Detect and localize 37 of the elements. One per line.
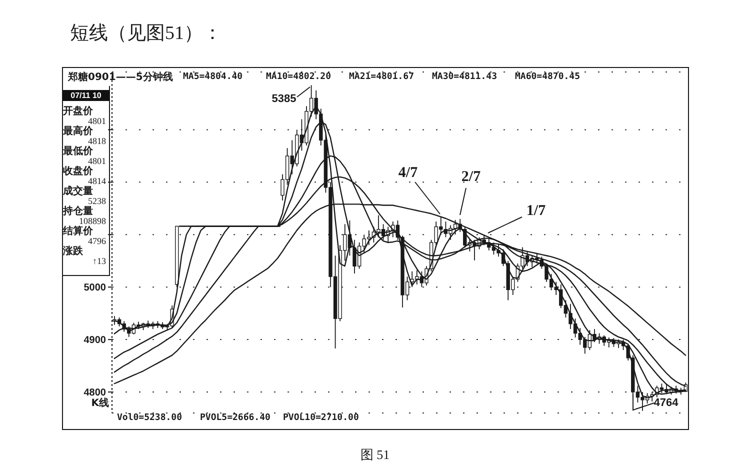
annotation: 5385 <box>272 93 296 105</box>
annotation: PVOL5=2666.40 <box>200 413 270 423</box>
text: 最高价 <box>63 126 93 137</box>
text: 开盘价 <box>63 106 93 117</box>
text: 短线（见图51）： <box>70 23 222 44</box>
annotation: MA60=4870.45 <box>515 72 580 82</box>
text: 4801 <box>88 156 106 166</box>
annotation: MA5=4804.40 <box>183 72 243 82</box>
y-tick-label: 5000 <box>84 282 106 294</box>
text: 持仓量 <box>63 206 93 217</box>
annotation: 1/7 <box>526 203 546 219</box>
text: 108898 <box>79 216 106 226</box>
text: 4814 <box>88 176 106 186</box>
caption: 图 51 <box>360 447 390 462</box>
text: 结算价 <box>63 226 93 237</box>
text: ↑13 <box>92 256 106 266</box>
y-tick-label: 4800 <box>84 388 106 399</box>
annotation: 4764 <box>654 397 678 409</box>
annotation: PVOL10=2710.00 <box>283 413 359 423</box>
text: 4801 <box>88 116 106 126</box>
chart-title: 郑糖0901——5分钟线 <box>68 72 173 83</box>
text: 成交量 <box>63 186 93 197</box>
text: K线 <box>91 398 109 409</box>
text: 涨跌 <box>63 246 83 257</box>
annotation: Vol0=5238.00 <box>117 413 182 423</box>
annotation: MA10=4802.20 <box>266 72 332 82</box>
annotation: MA30=4811.43 <box>432 72 498 82</box>
text: 07/11 10 <box>70 91 102 100</box>
text: 收盘价 <box>63 166 93 177</box>
text: 4818 <box>88 136 106 146</box>
annotation: MA21=4801.67 <box>349 72 414 82</box>
y-tick-label: 4900 <box>84 335 106 346</box>
text: 最低价 <box>63 146 93 157</box>
annotation: 4/7 <box>398 165 418 181</box>
text: 4796 <box>88 236 106 246</box>
annotation: 2/7 <box>461 169 481 185</box>
text: 5238 <box>88 196 106 206</box>
